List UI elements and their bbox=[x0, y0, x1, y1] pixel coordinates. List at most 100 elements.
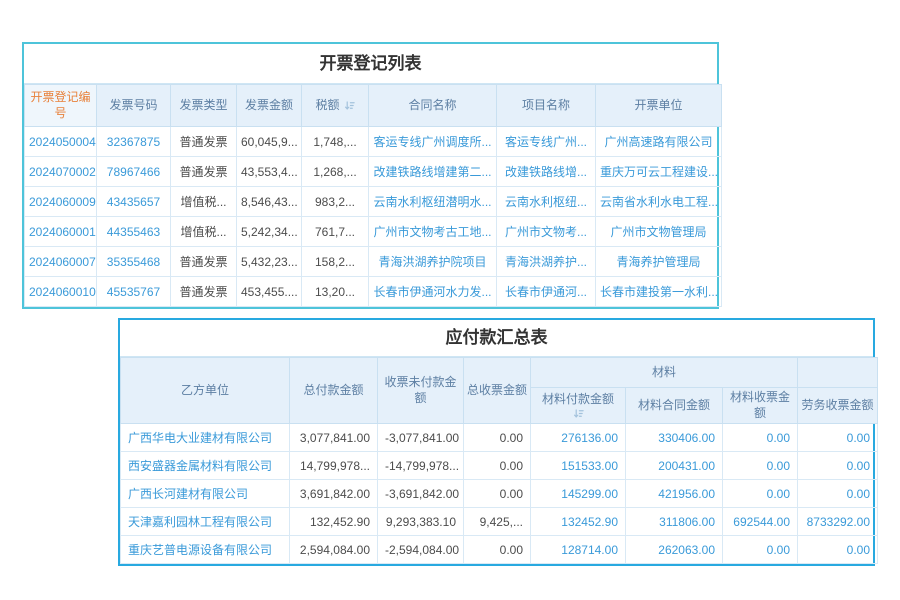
cell-contract-name[interactable]: 改建铁路线增建第二... bbox=[368, 156, 497, 187]
cell-material-contract[interactable]: 311806.00 bbox=[625, 507, 723, 537]
col-header-party-b-unit: 乙方单位 bbox=[120, 356, 290, 425]
cell-tax-amount: 158,2... bbox=[301, 246, 369, 277]
cell-issuing-unit[interactable]: 长春市建投第一水利... bbox=[595, 276, 722, 307]
col-header-invoice-type-label: 发票类型 bbox=[179, 97, 228, 112]
cell-issuing-unit[interactable]: 青海养护管理局 bbox=[595, 246, 722, 277]
cell-material-contract[interactable]: 330406.00 bbox=[625, 423, 723, 453]
cell-labor-receipt[interactable]: 0.00 bbox=[797, 479, 879, 509]
cell-material-payment[interactable]: 145299.00 bbox=[530, 479, 626, 509]
col-header-material-receipt: 材料收票金额 bbox=[721, 386, 799, 425]
cell-invoice-no[interactable]: 32367875 bbox=[96, 126, 171, 157]
col-header-material-contract-label: 材料合同金额 bbox=[637, 397, 710, 412]
cell-register-no[interactable]: 2024060009 bbox=[24, 186, 97, 217]
cell-receipt-unpaid: -2,594,084.00 bbox=[377, 535, 464, 565]
cell-contract-name[interactable]: 广州市文物考古工地... bbox=[368, 216, 497, 247]
cell-material-payment[interactable]: 151533.00 bbox=[530, 451, 626, 481]
col-header-total-payment: 总付款金额 bbox=[289, 356, 378, 425]
cell-invoice-type: 增值税... bbox=[170, 186, 237, 217]
cell-total-receipt: 0.00 bbox=[463, 451, 531, 481]
col-header-issuing-unit: 开票单位 bbox=[595, 84, 722, 127]
cell-total-payment: 3,691,842.00 bbox=[289, 479, 378, 509]
cell-material-contract[interactable]: 200431.00 bbox=[625, 451, 723, 481]
col-group-material: 材料 bbox=[529, 357, 799, 388]
cell-invoice-amount: 453,455.... bbox=[236, 276, 302, 307]
cell-total-payment: 14,799,978... bbox=[289, 451, 378, 481]
cell-total-receipt: 0.00 bbox=[463, 423, 531, 453]
cell-register-no[interactable]: 2024060001 bbox=[24, 216, 97, 247]
payables-header-group-row: 乙方单位 总付款金额 收票未付款金额 总收票金额 材料 bbox=[120, 356, 879, 425]
cell-project-name[interactable]: 客运专线广州... bbox=[496, 126, 596, 157]
cell-party-b-unit[interactable]: 天津嘉利园林工程有限公司 bbox=[120, 507, 290, 537]
cell-labor-receipt[interactable]: 0.00 bbox=[797, 451, 879, 481]
cell-issuing-unit[interactable]: 广州高速路有限公司 bbox=[595, 126, 722, 157]
cell-total-payment: 3,077,841.00 bbox=[289, 423, 378, 453]
cell-issuing-unit[interactable]: 广州市文物管理局 bbox=[595, 216, 722, 247]
col-header-material-receipt-label: 材料收票金额 bbox=[730, 390, 791, 420]
cell-labor-receipt[interactable]: 8733292.00 bbox=[797, 507, 879, 537]
cell-issuing-unit[interactable]: 重庆万可云工程建设... bbox=[595, 156, 722, 187]
cell-material-contract[interactable]: 421956.00 bbox=[625, 479, 723, 509]
cell-project-name[interactable]: 云南水利枢纽... bbox=[496, 186, 596, 217]
cell-project-name[interactable]: 改建铁路线增... bbox=[496, 156, 596, 187]
cell-party-b-unit[interactable]: 重庆艺普电源设备有限公司 bbox=[120, 535, 290, 565]
cell-register-no[interactable]: 2024050004 bbox=[24, 126, 97, 157]
sort-amount-icon[interactable] bbox=[344, 100, 355, 111]
col-header-party-b-unit-label: 乙方单位 bbox=[180, 382, 229, 397]
col-header-invoice-amount-label: 发票金额 bbox=[244, 97, 293, 112]
cell-material-payment[interactable]: 132452.90 bbox=[530, 507, 626, 537]
payables-header-sub-row: 材料付款金额 材料合同金额 材料收票金额 bbox=[121, 386, 879, 425]
cell-labor-receipt[interactable]: 0.00 bbox=[797, 423, 879, 453]
cell-invoice-no[interactable]: 78967466 bbox=[96, 156, 171, 187]
cell-tax-amount: 13,20... bbox=[301, 276, 369, 307]
cell-material-receipt[interactable]: 0.00 bbox=[721, 535, 799, 565]
invoice-row: 2024060009 43435657 增值税... 8,546,43... 9… bbox=[24, 186, 722, 217]
cell-invoice-no[interactable]: 35355468 bbox=[96, 246, 171, 277]
cell-invoice-no[interactable]: 43435657 bbox=[96, 186, 171, 217]
cell-register-no[interactable]: 2024070002 bbox=[24, 156, 97, 187]
cell-contract-name[interactable]: 客运专线广州调度所... bbox=[368, 126, 497, 157]
cell-party-b-unit[interactable]: 西安盛器金属材料有限公司 bbox=[120, 451, 290, 481]
cell-contract-name[interactable]: 青海洪湖养护院项目 bbox=[368, 246, 497, 277]
col-header-issuing-unit-label: 开票单位 bbox=[634, 97, 683, 112]
payables-summary-panel: 应付款汇总表 乙方单位 总付款金额 收票未付款金额 总收票金额 bbox=[118, 318, 879, 567]
cell-contract-name[interactable]: 云南水利枢纽潜明水... bbox=[368, 186, 497, 217]
cell-project-name[interactable]: 广州市文物考... bbox=[496, 216, 596, 247]
invoice-register-panel: 开票登记列表 开票登记编号 发票号码 发票类型 发票金额 bbox=[22, 42, 722, 309]
cell-invoice-no[interactable]: 45535767 bbox=[96, 276, 171, 307]
col-group-material-label: 材料 bbox=[652, 364, 677, 379]
cell-receipt-unpaid: -3,077,841.00 bbox=[377, 423, 464, 453]
cell-total-receipt: 0.00 bbox=[463, 535, 531, 565]
cell-material-contract[interactable]: 262063.00 bbox=[625, 535, 723, 565]
cell-material-receipt[interactable]: 0.00 bbox=[721, 479, 799, 509]
col-header-material-payment[interactable]: 材料付款金额 bbox=[530, 386, 626, 425]
invoice-header-row: 开票登记编号 发票号码 发票类型 发票金额 税额 bbox=[24, 84, 722, 127]
cell-contract-name[interactable]: 长春市伊通河水力发... bbox=[368, 276, 497, 307]
invoice-table-title: 开票登记列表 bbox=[24, 44, 717, 84]
cell-party-b-unit[interactable]: 广西华电大业建材有限公司 bbox=[120, 423, 290, 453]
cell-material-payment[interactable]: 276136.00 bbox=[530, 423, 626, 453]
cell-project-name[interactable]: 青海洪湖养护... bbox=[496, 246, 596, 277]
col-header-invoice-type: 发票类型 bbox=[170, 84, 237, 127]
cell-material-receipt[interactable]: 692544.00 bbox=[721, 507, 799, 537]
sort-amount-icon[interactable] bbox=[573, 408, 584, 419]
payables-row: 西安盛器金属材料有限公司 14,799,978... -14,799,978..… bbox=[120, 451, 879, 481]
col-header-labor-receipt-label: 劳务收票金额 bbox=[801, 397, 874, 412]
cell-register-no[interactable]: 2024060007 bbox=[24, 246, 97, 277]
cell-party-b-unit[interactable]: 广西长河建材有限公司 bbox=[120, 479, 290, 509]
cell-material-payment[interactable]: 128714.00 bbox=[530, 535, 626, 565]
invoice-row: 2024060001 44355463 增值税... 5,242,34... 7… bbox=[24, 216, 722, 247]
cell-project-name[interactable]: 长春市伊通河... bbox=[496, 276, 596, 307]
cell-register-no[interactable]: 2024060010 bbox=[24, 276, 97, 307]
col-header-receipt-unpaid-label: 收票未付款金额 bbox=[384, 375, 457, 405]
cell-material-receipt[interactable]: 0.00 bbox=[721, 451, 799, 481]
col-header-tax-amount[interactable]: 税额 bbox=[301, 84, 369, 127]
cell-total-receipt: 9,425,... bbox=[463, 507, 531, 537]
cell-receipt-unpaid: -14,799,978... bbox=[377, 451, 464, 481]
cell-material-receipt[interactable]: 0.00 bbox=[721, 423, 799, 453]
cell-invoice-no[interactable]: 44355463 bbox=[96, 216, 171, 247]
cell-labor-receipt[interactable]: 0.00 bbox=[797, 535, 879, 565]
col-header-total-payment-label: 总付款金额 bbox=[303, 382, 364, 397]
col-header-labor-receipt: 劳务收票金额 bbox=[797, 386, 879, 425]
cell-issuing-unit[interactable]: 云南省水利水电工程... bbox=[595, 186, 722, 217]
col-header-tax-amount-label: 税额 bbox=[315, 97, 340, 112]
